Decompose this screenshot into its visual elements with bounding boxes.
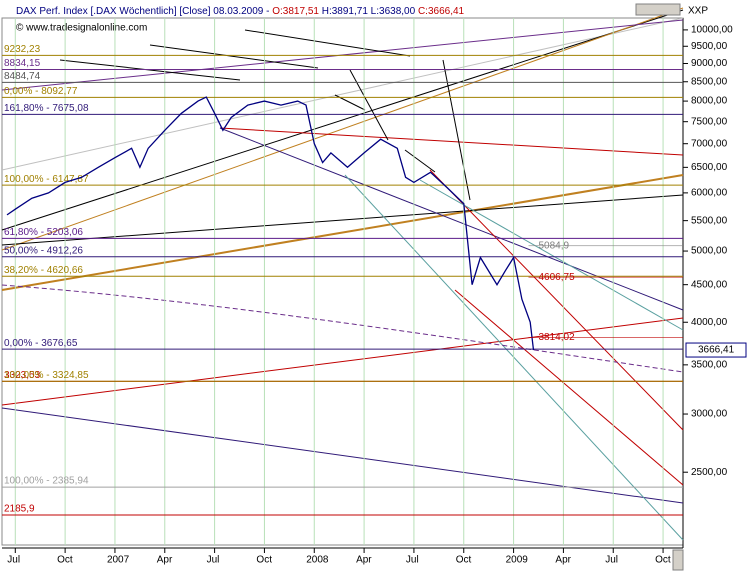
arrow (404, 149, 436, 173)
y-tick-label: 6500,00 (691, 162, 728, 173)
level-label: 9232,23 (4, 44, 41, 55)
level-label: 161,80% - 7675,08 (4, 103, 89, 114)
last-value-label: 3666,41 (698, 345, 735, 356)
trend-line (454, 289, 684, 486)
chart-title: DAX Perf. Index [.DAX Wöchentlich] [Clos… (16, 6, 465, 17)
level-label: 100,00% - 2385,94 (4, 476, 89, 487)
trend-line (1, 9, 684, 231)
level-label: 61,80% - 5203,06 (4, 227, 83, 238)
symbol: XXP (688, 6, 708, 17)
x-tick-label: Oct (655, 555, 671, 566)
x-tick-label: Apr (555, 555, 571, 566)
x-tick-label: 2009 (506, 555, 529, 566)
buttons[interactable] (635, 3, 681, 16)
trend-line (1, 317, 684, 406)
level-label: 8484,74 (4, 71, 41, 82)
level-label: 0,00% - 3676,65 (4, 338, 78, 349)
x-tick-label: Apr (157, 555, 173, 566)
title-part: C:3666,41 (418, 6, 465, 17)
y-tick-label: 9000,00 (691, 58, 728, 69)
arrow (149, 44, 319, 69)
arrow (442, 59, 471, 201)
trend-line (1, 7, 684, 251)
subtitle: © www.tradesignalonline.com (16, 23, 147, 34)
x-tick-label: Jul (605, 555, 618, 566)
level-label: 0,00% - 8092,77 (4, 86, 78, 97)
trend-line (1, 194, 684, 246)
arrow (244, 29, 411, 57)
y-tick-label: 2500,00 (691, 467, 728, 478)
level-label: 100,00% - 3324,85 (4, 370, 89, 381)
arrows (59, 29, 471, 201)
level-label: 100,00% - 6147,87 (4, 174, 89, 185)
arrow (59, 59, 241, 81)
y-tick-label: 3500,00 (691, 359, 728, 370)
annotation-label: 4606,75 (538, 272, 575, 283)
trend-line (1, 17, 684, 171)
y-tick-label: 7000,00 (691, 138, 728, 149)
title-part: O:3817,51 (272, 6, 319, 17)
y-tick-label: 10000,00 (691, 25, 733, 36)
level-label: 3323,53 (4, 370, 41, 381)
y-tick-label: 4500,00 (691, 279, 728, 290)
y-tick-label: 5500,00 (691, 215, 728, 226)
y-tick-label: 5000,00 (691, 246, 728, 257)
annotation-label: 5084,9 (538, 240, 569, 251)
arrow (349, 69, 389, 141)
y-tick-label: 8000,00 (691, 96, 728, 107)
scroll-corner[interactable] (672, 549, 684, 571)
x-tick-label: Jul (207, 555, 220, 566)
title-part: H:3891,71 L:3638,00 (319, 6, 418, 17)
price-line (6, 96, 535, 351)
x-tick-label: 2008 (306, 555, 329, 566)
y-tick-label: 9500,00 (691, 41, 728, 52)
title-part: DAX Perf. Index [.DAX Wöchentlich] [Clos… (16, 6, 272, 17)
x-tick-label: Jul (406, 555, 419, 566)
y-tick-label: 3000,00 (691, 409, 728, 420)
trend-line (429, 169, 684, 431)
level-label: 2185,9 (4, 504, 35, 515)
x-tick-label: Oct (57, 555, 73, 566)
x-tick-label: Oct (256, 555, 272, 566)
y-tick-label: 7500,00 (691, 116, 728, 127)
y-tick-label: 6000,00 (691, 188, 728, 199)
y-tick-label: 8500,00 (691, 76, 728, 87)
x-tick-label: Oct (456, 555, 472, 566)
x-tick-label: Apr (356, 555, 372, 566)
trend-line (219, 127, 684, 156)
trend-line (219, 127, 684, 311)
x-tick-label: 2007 (107, 555, 130, 566)
window-buttons (635, 3, 681, 16)
x-tick-label: Jul (7, 555, 20, 566)
trend-line (1, 174, 684, 291)
level-label: 8834,15 (4, 58, 41, 69)
last-value-box (685, 342, 747, 358)
level-label: 50,00% - 4912,26 (4, 245, 83, 256)
annotation-label: 3814,02 (538, 332, 575, 343)
moving-average (1, 284, 684, 373)
level-label: 38,20% - 4620,66 (4, 265, 83, 276)
y-tick-label: 4000,00 (691, 317, 728, 328)
